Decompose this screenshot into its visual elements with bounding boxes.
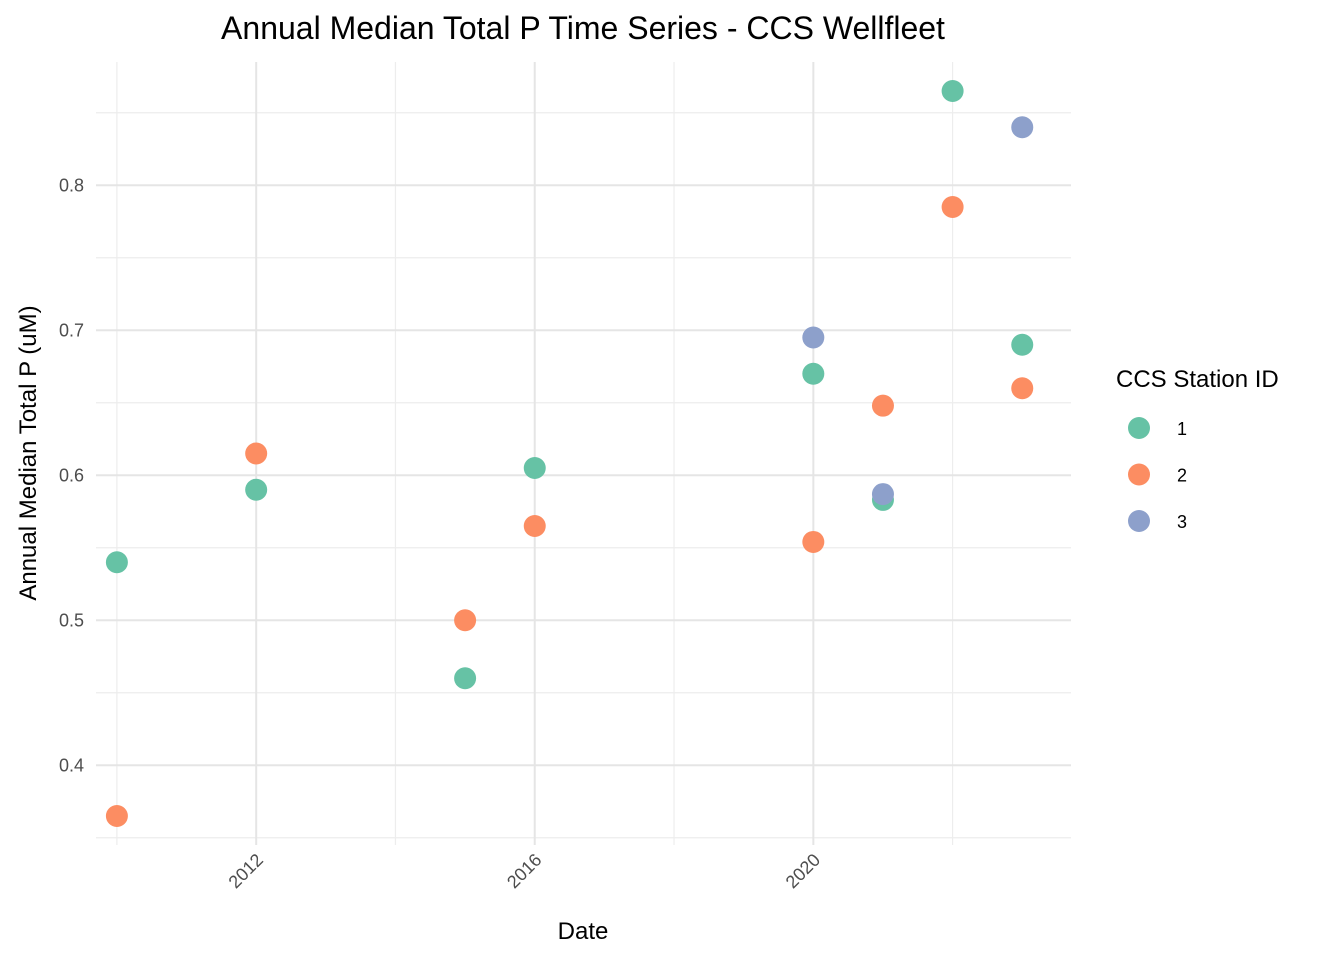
data-point-station-2 [454,609,477,632]
data-point-station-2 [523,515,546,537]
y-tick-label: 0.6 [59,465,84,485]
data-point-station-1 [1011,333,1034,356]
data-point-station-2 [871,394,894,417]
data-point-station-1 [245,478,268,501]
chart-title: Annual Median Total P Time Series - CCS … [221,10,945,46]
data-points [105,80,1034,827]
x-tick-label: 2020 [782,850,824,892]
plot-grid [96,62,1071,845]
y-tick-label: 0.7 [59,320,84,340]
data-point-station-2 [105,805,128,827]
x-tick-label: 2012 [225,850,267,892]
legend-label: 3 [1177,512,1187,532]
y-tick-labels: 0.4 0.5 0.6 0.7 0.8 [59,175,84,775]
data-point-station-2 [802,530,825,553]
legend-key-3 [1128,510,1150,532]
y-axis-title: Annual Median Total P (uM) [15,305,42,600]
y-tick-label: 0.4 [59,755,84,775]
data-point-station-2 [1011,377,1034,400]
legend-key-1 [1128,417,1150,439]
x-axis-title: Date [558,918,609,945]
y-tick-label: 0.5 [59,610,84,630]
data-point-station-1 [523,457,546,479]
data-point-station-1 [105,551,128,574]
data-point-station-3 [871,483,894,506]
data-point-station-1 [454,667,477,690]
legend-label: 2 [1177,466,1187,486]
x-tick-labels: 2012 2016 2020 [225,850,825,892]
data-point-station-1 [941,80,964,102]
legend-title: CCS Station ID [1116,366,1279,393]
data-point-station-1 [802,362,825,385]
data-point-station-3 [1011,116,1034,139]
legend: CCS Station ID 1 2 3 [1116,366,1279,532]
legend-key-2 [1128,463,1150,486]
data-point-station-2 [941,196,964,218]
data-point-station-3 [802,326,825,349]
y-tick-label: 0.8 [59,175,84,195]
x-tick-label: 2016 [503,850,545,892]
legend-label: 1 [1177,419,1187,439]
data-point-station-2 [245,442,268,465]
